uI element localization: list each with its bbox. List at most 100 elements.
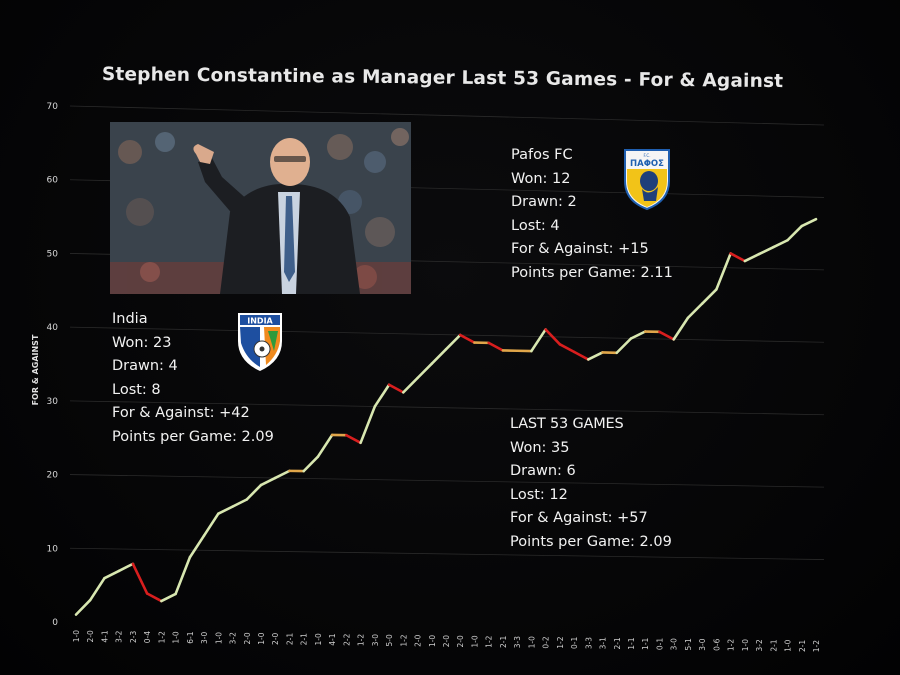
gridline [69,474,825,488]
india-crest-icon: INDIA [238,313,282,371]
x-tick-label: 1-2 [727,639,736,651]
x-tick-label: 3-2 [755,639,764,651]
line-segment [544,328,562,346]
x-tick-label: 3-3 [513,636,522,648]
line-segment [202,512,220,537]
x-tick-label: 4-1 [100,630,109,642]
pafos-for-against: For & Against: +15 [511,241,649,258]
line-segment [74,598,92,616]
x-tick-label: 2-1 [613,637,622,649]
line-segment [345,433,362,445]
line-segment [558,343,576,354]
line-segment [530,328,547,353]
x-tick-label: 0-6 [712,638,721,650]
india-team-name: India [112,311,148,327]
line-segment [715,252,732,291]
x-tick-label: 3-2 [115,630,124,642]
line-segment [145,592,163,603]
x-tick-label: 1-0 [741,639,750,651]
line-segment [359,405,377,445]
y-tick-label: 70 [47,102,59,112]
last53-drawn: Drawn: 6 [510,463,576,480]
line-segment [245,483,263,501]
line-segment [402,376,419,394]
pafos-won: Won: 12 [511,170,571,187]
y-axis-label: FOR & AGAINST [31,334,40,405]
line-segment [729,252,747,263]
x-tick-label: 1-1 [627,637,636,649]
line-segment [188,534,206,559]
line-segment [302,455,320,473]
line-segment [800,217,818,228]
x-tick-label: 1-0 [784,639,793,651]
x-tick-label: 3-2 [229,632,238,644]
pafos-lost: Lost: 4 [511,217,560,234]
x-tick-label: 0-1 [655,638,664,650]
india-for-against: For & Against: +42 [112,405,250,422]
x-tick-label: 0-1 [570,637,579,649]
x-tick-label: 1-0 [314,633,323,645]
y-tick-label: 0 [52,618,58,628]
x-tick-label: 1-0 [470,635,479,647]
x-tick-label: 1-2 [357,634,366,646]
last53-lost: Lost: 12 [510,486,568,503]
line-segment [416,362,434,380]
x-tick-label: 1-0 [172,631,181,643]
y-tick-label: 40 [47,323,59,333]
india-drawn: Drawn: 4 [112,358,178,375]
x-tick-label: 1-1 [641,637,650,649]
line-segment [316,433,334,458]
x-tick-label: 4-1 [328,633,337,645]
line-segment [458,333,476,344]
x-tick-label: 1-0 [527,636,536,648]
x-tick-label: 2-1 [300,633,309,645]
x-tick-label: 0-4 [143,631,152,643]
line-segment [231,498,249,508]
line-segment [572,350,590,361]
last53-heading: LAST 53 GAMES [510,416,624,432]
line-segment [217,505,234,516]
gridline [69,547,825,560]
x-tick-label: 3-0 [698,638,707,650]
line-segment [487,341,505,352]
pafos-stats: Pafos FC Won: 12 Drawn: 2 Lost: 4 For & … [511,144,673,286]
x-tick-label: 1-2 [556,636,565,648]
line-segment [174,556,192,596]
x-tick-label: 2-1 [499,636,508,648]
line-segment [615,337,633,355]
x-tick-label: 3-3 [584,637,593,649]
pafos-crest-text: ΠΑΦΟΣ [630,159,664,169]
line-segment [444,333,462,351]
x-tick-label: 2-2 [342,633,351,645]
y-tick-label: 50 [47,249,59,259]
line-segment [160,592,177,603]
line-segment [772,238,789,249]
x-tick-label: 6-1 [186,631,195,643]
x-tick-label: 2-0 [271,632,280,644]
x-tick-label: 5-1 [684,638,693,650]
gridline [69,105,825,126]
line-segment [658,330,675,341]
x-tick-label: 3-0 [371,634,380,646]
line-segment [430,348,448,365]
x-tick-label: 0-2 [542,636,551,648]
x-tick-label: 3-1 [599,637,608,649]
line-segment [88,576,106,602]
line-segment [672,316,690,341]
x-tick-label: 1-2 [399,634,408,646]
india-ppg: Points per Game: 2.09 [112,428,274,445]
line-segment [117,562,135,573]
line-segment [259,476,277,487]
pafos-team-name: Pafos FC [511,147,573,163]
line-segment [387,383,405,394]
line-segment [587,351,604,361]
india-stats: India Won: 23 Drawn: 4 Lost: 8 For & Aga… [112,308,274,450]
last53-for-against: For & Against: +57 [510,510,648,527]
pafos-crest-small-text: F.C. [644,153,651,158]
x-tick-label: 2-0 [243,632,252,644]
line-segment [743,252,761,263]
x-tick-label: 1-2 [485,635,494,647]
x-tick-label: 1-0 [428,635,437,647]
pafos-ppg: Points per Game: 2.11 [511,264,673,281]
line-segment [373,383,391,408]
